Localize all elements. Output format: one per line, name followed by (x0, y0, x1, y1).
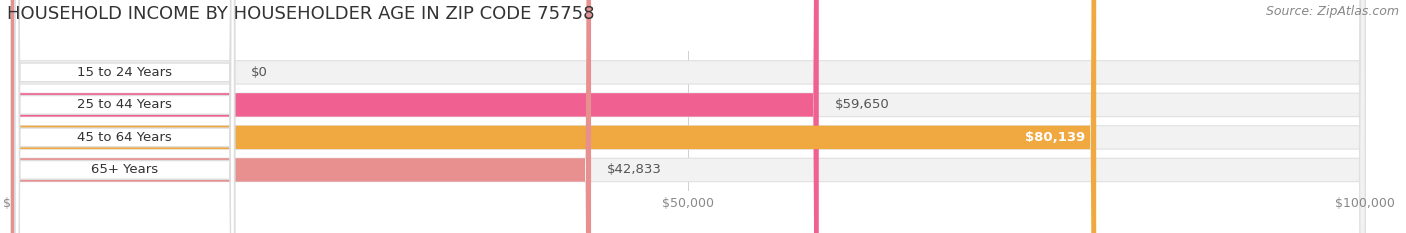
FancyBboxPatch shape (11, 0, 1365, 233)
FancyBboxPatch shape (11, 0, 818, 233)
FancyBboxPatch shape (11, 0, 1365, 233)
FancyBboxPatch shape (15, 0, 235, 233)
FancyBboxPatch shape (11, 0, 1365, 233)
FancyBboxPatch shape (15, 0, 235, 233)
FancyBboxPatch shape (11, 0, 1097, 233)
Text: $80,139: $80,139 (1025, 131, 1085, 144)
FancyBboxPatch shape (15, 0, 235, 233)
Text: 15 to 24 Years: 15 to 24 Years (77, 66, 173, 79)
Text: 25 to 44 Years: 25 to 44 Years (77, 98, 173, 111)
Text: HOUSEHOLD INCOME BY HOUSEHOLDER AGE IN ZIP CODE 75758: HOUSEHOLD INCOME BY HOUSEHOLDER AGE IN Z… (7, 5, 595, 23)
FancyBboxPatch shape (15, 0, 235, 233)
Text: 65+ Years: 65+ Years (91, 163, 159, 176)
Text: $59,650: $59,650 (835, 98, 890, 111)
Text: $42,833: $42,833 (607, 163, 662, 176)
FancyBboxPatch shape (11, 0, 591, 233)
Text: 45 to 64 Years: 45 to 64 Years (77, 131, 172, 144)
Text: $0: $0 (250, 66, 267, 79)
FancyBboxPatch shape (11, 0, 1365, 233)
Text: Source: ZipAtlas.com: Source: ZipAtlas.com (1265, 5, 1399, 18)
